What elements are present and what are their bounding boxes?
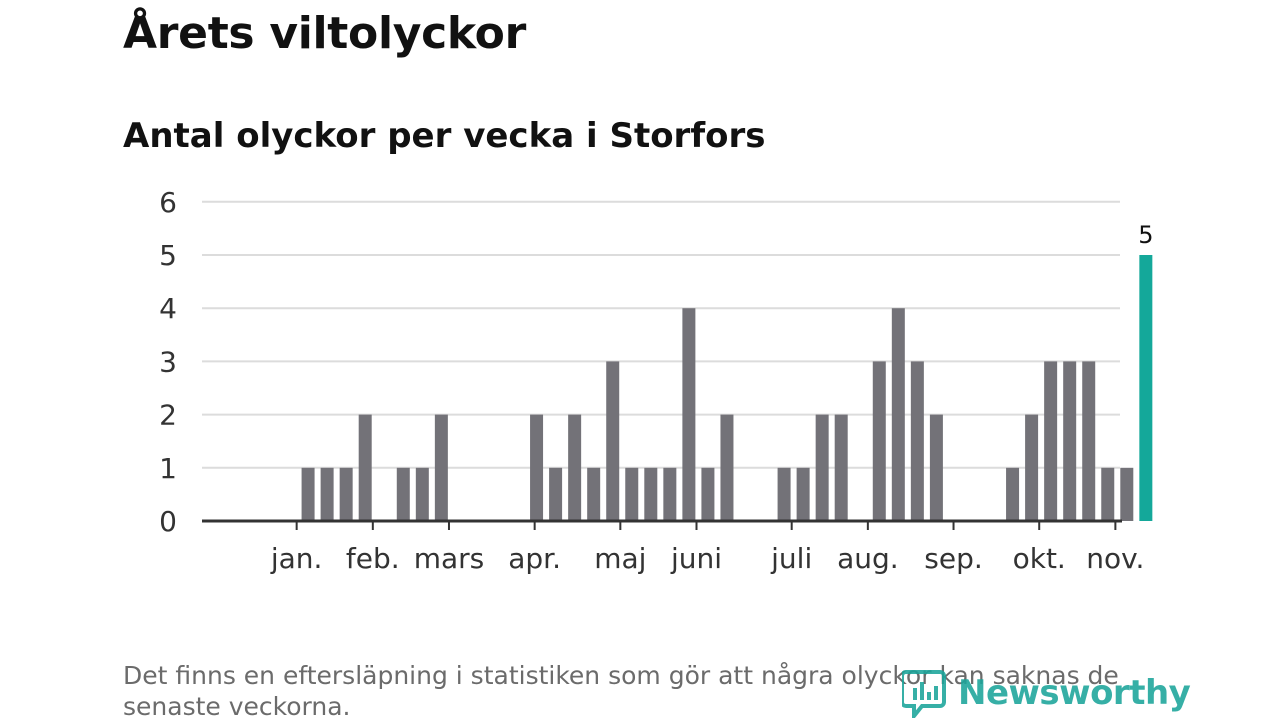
month-label: nov.	[1086, 542, 1144, 575]
brand-logo: Newsworthy	[902, 668, 1191, 718]
bar	[872, 361, 886, 521]
bar	[625, 467, 639, 521]
month-label: apr.	[508, 542, 561, 575]
bar	[587, 467, 601, 521]
footnote: Det finns en eftersläpning i statistiken…	[123, 661, 1119, 721]
month-label: sep.	[924, 542, 983, 575]
bar-highlight	[1139, 255, 1153, 521]
bar	[1006, 467, 1020, 521]
month-label: juli	[770, 542, 812, 575]
bar	[1120, 467, 1134, 521]
gridlines	[202, 200, 1120, 469]
bar	[320, 467, 334, 521]
month-label: maj	[594, 542, 646, 575]
newsworthy-logo-icon	[902, 670, 946, 718]
brand-name: Newsworthy	[958, 673, 1191, 713]
x-axis-labels: jan. feb. mars apr. maj juni juli aug. sep. okt. n…	[270, 542, 1145, 575]
bar-chart: 0 1 2 3 4 5 6 jan. feb. mars apr. maj juni juli aug. s…	[159, 186, 1153, 575]
month-label: jan.	[270, 542, 323, 575]
bar	[1025, 414, 1039, 521]
bar	[606, 361, 620, 521]
x-axis	[202, 519, 1122, 530]
bar	[815, 414, 829, 521]
bar	[1044, 361, 1058, 521]
bar	[301, 467, 315, 521]
chart-subtitle: Antal olyckor per vecka i Storfors	[123, 116, 766, 156]
bar	[644, 467, 658, 521]
month-label: mars	[414, 542, 485, 575]
y-axis-labels: 0 1 2 3 4 5 6	[159, 186, 177, 538]
bar	[701, 467, 715, 521]
bar	[929, 414, 943, 521]
bar	[720, 414, 734, 521]
y-tick-label: 4	[159, 292, 177, 325]
bar	[1063, 361, 1077, 521]
bar	[891, 308, 905, 521]
bar	[834, 414, 848, 521]
bar	[339, 467, 353, 521]
bars	[301, 255, 1153, 521]
bar	[663, 467, 677, 521]
y-tick-label: 2	[159, 399, 177, 432]
bar	[396, 467, 410, 521]
bar	[530, 414, 544, 521]
y-tick-label: 5	[159, 239, 177, 272]
data-labels: 5	[1138, 221, 1153, 249]
bar	[1082, 361, 1096, 521]
month-label: juni	[670, 542, 722, 575]
bar	[358, 414, 372, 521]
y-tick-label: 3	[159, 345, 177, 378]
data-label: 5	[1138, 221, 1153, 249]
month-label: feb.	[346, 542, 400, 575]
bar	[415, 467, 429, 521]
bar	[910, 361, 924, 521]
bar	[682, 308, 696, 521]
bar	[549, 467, 563, 521]
y-tick-label: 0	[159, 505, 177, 538]
bar	[796, 467, 810, 521]
month-label: aug.	[837, 542, 899, 575]
month-label: okt.	[1013, 542, 1066, 575]
page-title: Årets viltolyckor	[123, 8, 526, 59]
bar	[1101, 467, 1115, 521]
y-tick-label: 6	[159, 186, 177, 219]
bar	[434, 414, 448, 521]
bar	[777, 467, 791, 521]
y-tick-label: 1	[159, 452, 177, 485]
bar	[568, 414, 582, 521]
